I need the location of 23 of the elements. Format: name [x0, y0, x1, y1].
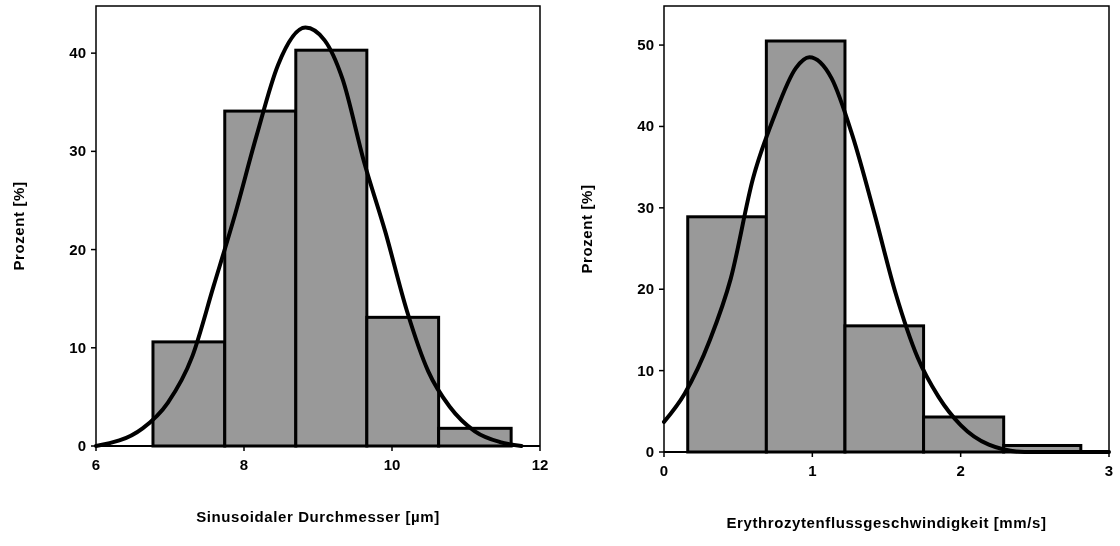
x-tick-label: 2 — [956, 462, 965, 479]
y-tick-label: 20 — [637, 280, 654, 298]
y-tick-label: 30 — [69, 142, 86, 160]
y-tick-label: 10 — [637, 361, 654, 379]
x-axis-title: Erythrozytenflussgeschwindigkeit [mm/s] — [726, 514, 1047, 531]
x-tick-label: 10 — [383, 456, 401, 473]
y-tick-label: 0 — [77, 437, 86, 454]
y-tick-label: 40 — [69, 44, 86, 62]
x-axis-title: Sinusoidaler Durchmesser [µm] — [196, 508, 440, 525]
y-tick-label: 20 — [69, 240, 86, 258]
x-tick-label: 3 — [1104, 462, 1114, 479]
y-tick-label: 30 — [637, 198, 654, 216]
y-tick-label: 10 — [69, 338, 86, 356]
x-tick-label: 1 — [808, 462, 817, 479]
y-tick-label: 0 — [645, 443, 654, 460]
y-tick-label: 40 — [637, 117, 654, 135]
x-tick-label: 6 — [91, 456, 101, 473]
x-tick-label: 12 — [531, 456, 549, 473]
x-tick-label: 0 — [659, 462, 669, 479]
x-tick-label: 8 — [239, 456, 249, 473]
y-axis-title: Prozent [%] — [10, 181, 27, 271]
y-axis-title: Prozent [%] — [578, 184, 595, 274]
y-tick-label: 50 — [637, 36, 654, 54]
